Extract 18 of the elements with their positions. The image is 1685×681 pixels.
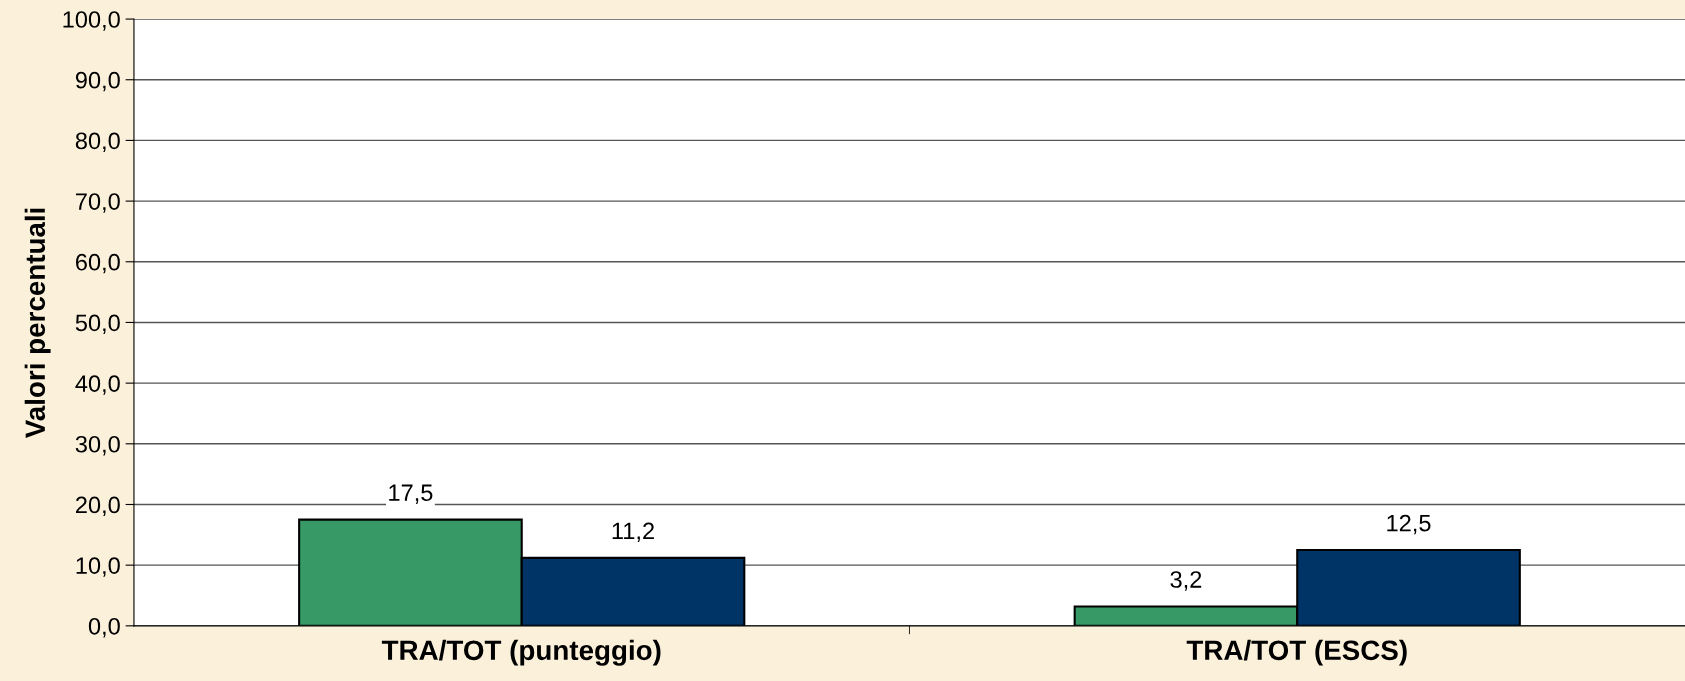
y-tick-label: 60,0 [76,253,120,274]
y-tick-label: 100,0 [63,11,120,31]
y-tick-label: 50,0 [75,314,120,335]
data-label: 11,2 [612,522,654,543]
data-label: 17,5 [389,484,433,504]
y-tick-label: 0,0 [88,617,120,638]
y-tick-label: 30,0 [75,435,120,456]
y-axis-title: Valori percentuali [24,208,51,439]
data-label: 12,5 [1387,514,1431,535]
y-tick-label: 90,0 [75,71,120,92]
y-tick-label: 40,0 [75,375,120,395]
y-tick-label: 70,0 [76,193,120,213]
y-tick-label: 20,0 [76,496,120,517]
x-tick-label: TRA/TOT (punteggio) [381,639,661,666]
y-tick-label: 80,0 [75,132,120,152]
x-tick-label: TRA/TOT (ESCS) [1186,639,1407,666]
data-label: 3,2 [1170,571,1202,591]
y-tick-label: 10,0 [76,557,120,577]
